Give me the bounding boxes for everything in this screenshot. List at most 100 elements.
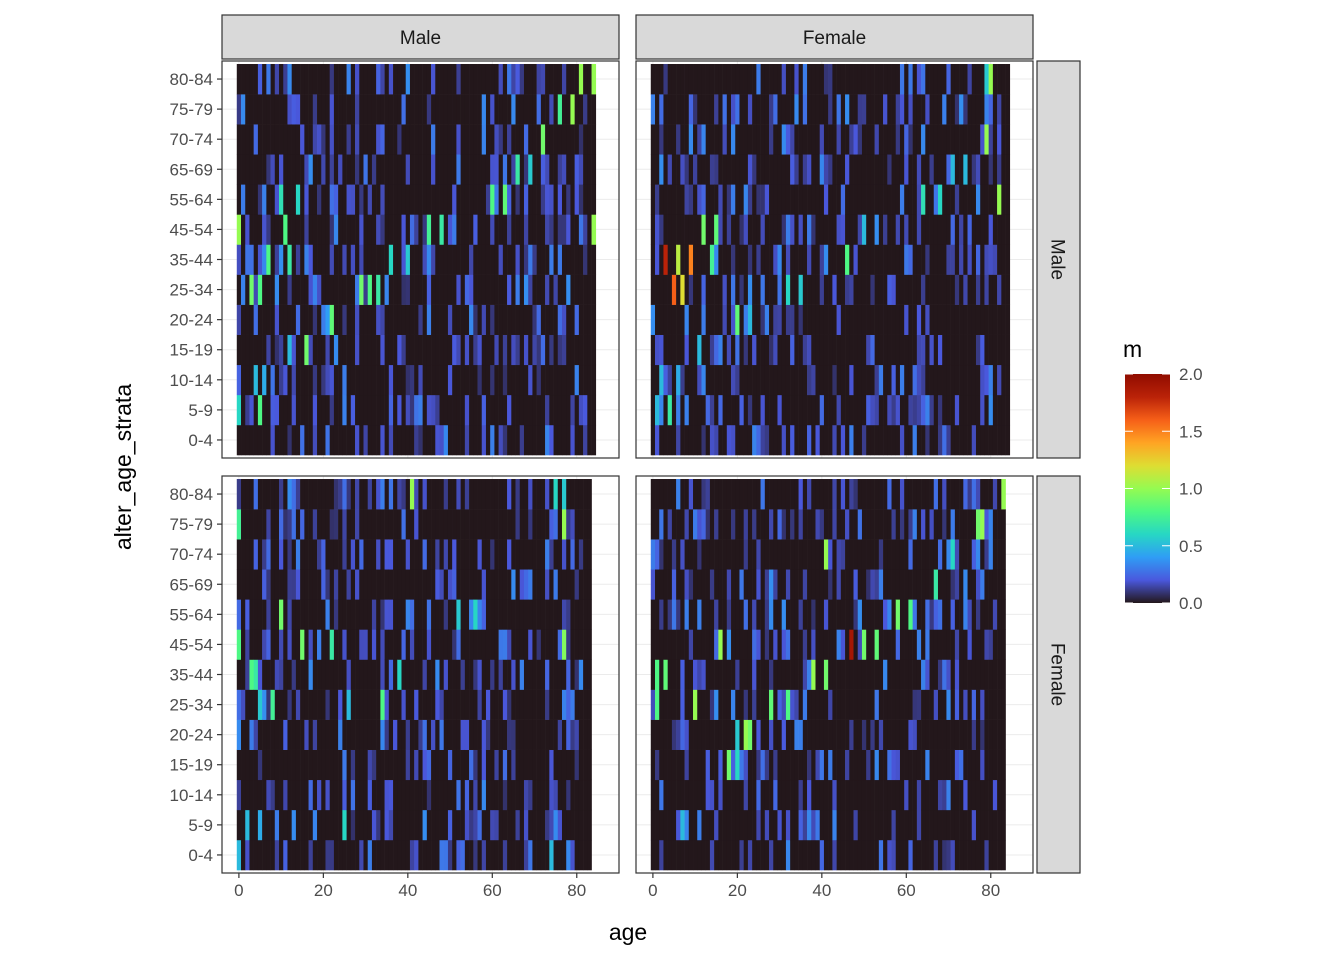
heat-tile (519, 809, 525, 841)
heat-tile (925, 184, 930, 215)
heat-tile (397, 64, 402, 95)
heat-tile (257, 334, 263, 366)
heat-tile (895, 749, 901, 781)
heat-tile (802, 629, 808, 660)
heat-tile (655, 334, 660, 366)
heat-tile (481, 334, 487, 366)
heat-tile (321, 539, 326, 570)
heat-tile (655, 479, 660, 510)
heat-tile (921, 154, 926, 185)
heat-tile (819, 424, 825, 456)
heat-tile (878, 809, 884, 841)
heat-tile (908, 334, 913, 366)
heat-tile (684, 124, 690, 155)
heat-tile (409, 424, 415, 456)
heat-tile (295, 689, 301, 720)
heat-tile (371, 659, 377, 690)
heat-tile (435, 599, 440, 630)
heat-tile (578, 809, 584, 841)
heat-tile (304, 539, 309, 570)
heat-tile (883, 779, 888, 811)
heat-tile (570, 304, 575, 335)
heat-tile (511, 244, 516, 275)
heat-tile (511, 749, 516, 781)
heat-tile (883, 124, 888, 155)
heat-tile (308, 809, 314, 841)
x-tick-label: 0 (648, 881, 657, 900)
heat-tile (308, 304, 314, 335)
heat-tile (270, 569, 276, 600)
heat-tile (739, 749, 744, 781)
heat-tile (701, 569, 706, 600)
heat-tile (426, 779, 432, 811)
heat-tile (266, 479, 271, 510)
heat-tile (333, 599, 339, 630)
heat-tile (878, 64, 884, 95)
heat-tile (523, 839, 529, 871)
heat-tile (287, 424, 292, 456)
heat-tile (992, 629, 998, 660)
heat-tile (747, 569, 753, 600)
heat-tile (861, 154, 867, 185)
heat-tile (840, 304, 846, 335)
heat-tile (363, 599, 368, 630)
heat-tile (659, 809, 664, 841)
heat-tile (815, 364, 821, 396)
heat-tile (447, 569, 453, 600)
heat-tile (300, 599, 305, 630)
heat-tile (363, 779, 368, 811)
heat-tile (583, 749, 588, 781)
heat-tile (523, 599, 529, 630)
heat-tile (794, 569, 799, 600)
heat-tile (895, 184, 901, 215)
heat-tile (561, 539, 567, 570)
heat-tile (570, 94, 575, 125)
heat-tile (241, 809, 246, 841)
heat-tile (722, 659, 728, 690)
heat-tile (447, 94, 453, 125)
heat-tile (899, 94, 905, 125)
heat-tile (823, 809, 829, 841)
heat-tile (739, 719, 744, 750)
heat-tile (764, 779, 770, 811)
heat-tile (929, 809, 935, 841)
heat-tile (536, 509, 542, 540)
heat-tile (249, 779, 254, 811)
heat-tile (321, 749, 326, 781)
heat-tile (325, 154, 330, 185)
heat-tile (236, 629, 242, 660)
heat-tile (308, 64, 314, 95)
heat-tile (388, 509, 394, 540)
heat-tile (300, 334, 305, 366)
heat-tile (532, 539, 537, 570)
heat-tile (895, 779, 901, 811)
heat-tile (891, 479, 897, 510)
heat-tile (693, 689, 698, 720)
heat-tile (735, 749, 740, 781)
heat-tile (317, 184, 322, 215)
heat-tile (384, 689, 390, 720)
heat-tile (997, 94, 1002, 125)
heat-tile (257, 749, 263, 781)
heat-tile (992, 274, 998, 305)
heat-tile (321, 809, 326, 841)
heat-tile (279, 64, 284, 95)
heat-tile (693, 304, 698, 335)
heat-tile (359, 394, 364, 426)
heat-tile (781, 569, 787, 600)
heat-tile (693, 629, 698, 660)
heat-tile (769, 479, 774, 510)
heat-tile (583, 479, 588, 510)
heat-tile (414, 599, 419, 630)
heat-tile (380, 569, 385, 600)
heat-tile (845, 479, 850, 510)
heat-tile (853, 304, 859, 335)
heat-tile (338, 214, 343, 245)
heat-tile (946, 749, 951, 781)
heat-tile (460, 394, 466, 426)
heat-tile (655, 94, 660, 125)
heat-tile (764, 599, 770, 630)
heat-tile (908, 689, 913, 720)
heat-tile (967, 424, 973, 456)
heat-tile (295, 94, 301, 125)
